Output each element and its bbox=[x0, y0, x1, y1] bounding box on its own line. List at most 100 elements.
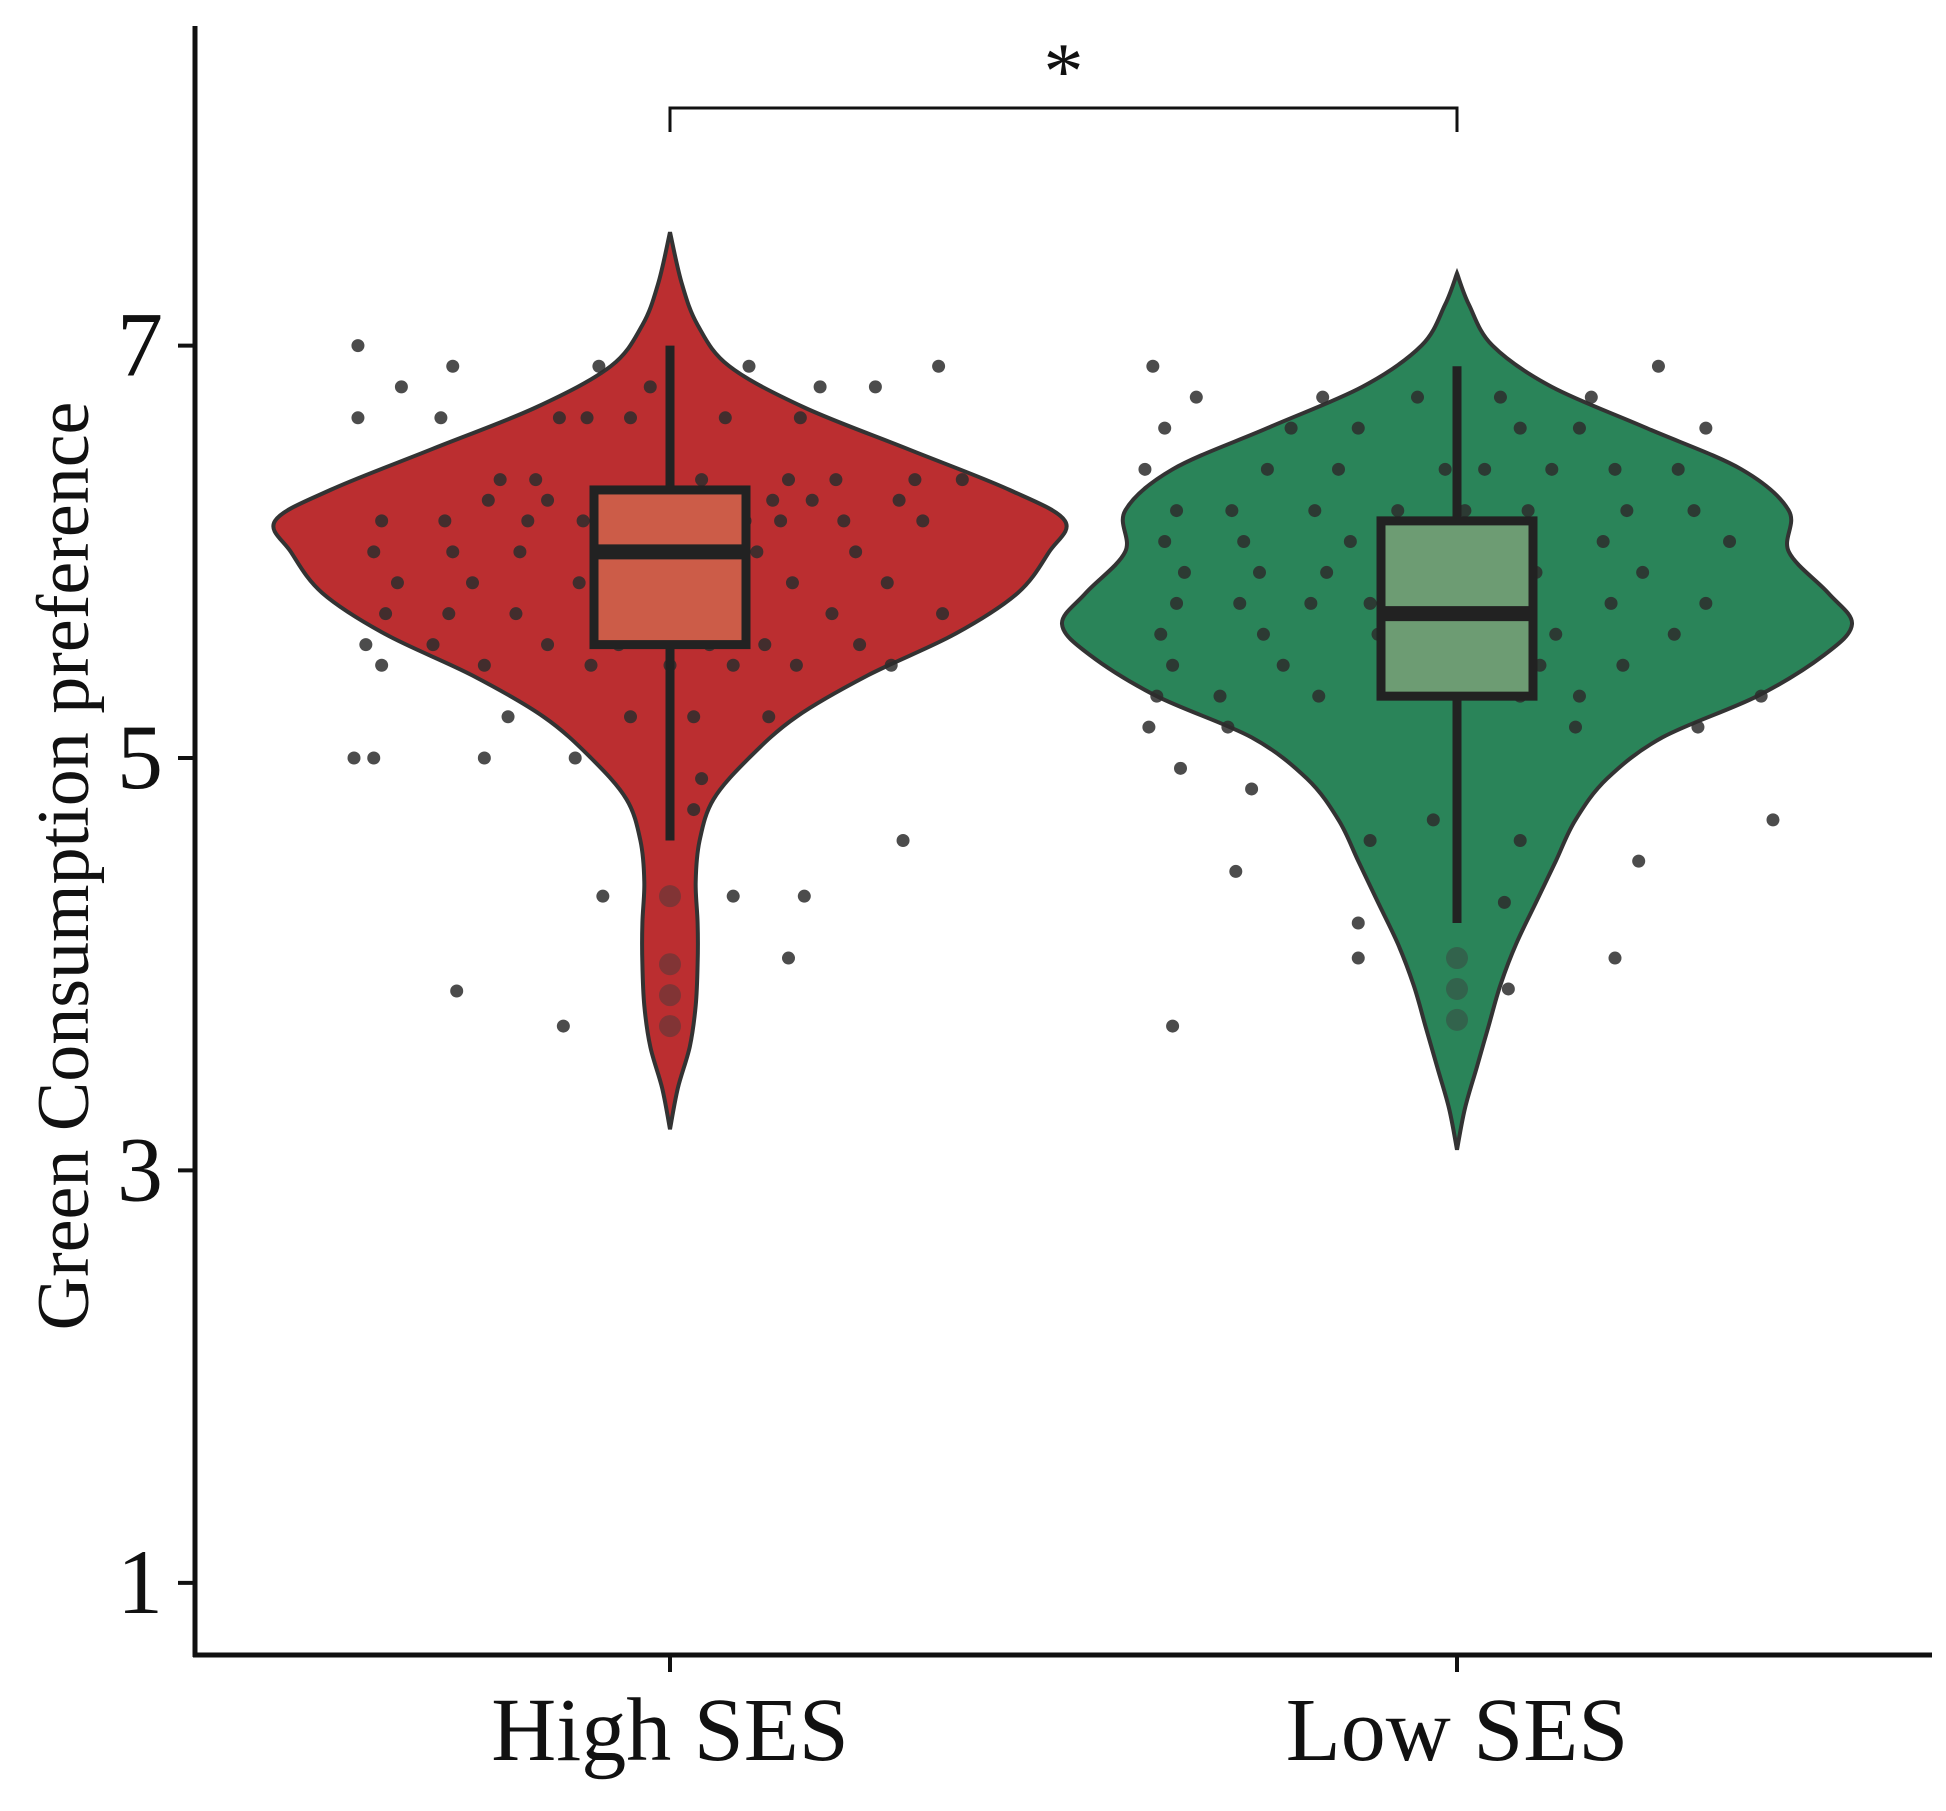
data-point bbox=[1723, 535, 1737, 549]
data-point bbox=[1225, 504, 1239, 518]
data-point bbox=[521, 514, 535, 528]
data-point bbox=[1493, 390, 1507, 404]
data-point bbox=[1166, 1019, 1180, 1033]
data-point bbox=[896, 834, 910, 847]
data-point bbox=[1458, 504, 1472, 518]
data-point bbox=[1501, 982, 1515, 996]
data-point bbox=[351, 411, 365, 425]
y-tick-label: 7 bbox=[117, 294, 163, 396]
outlier-point bbox=[659, 1015, 681, 1038]
y-axis-ticks: 1 3 5 7 bbox=[117, 294, 195, 1633]
data-point bbox=[695, 473, 709, 487]
data-point bbox=[1632, 854, 1646, 868]
data-point bbox=[908, 473, 922, 487]
data-point bbox=[351, 339, 365, 353]
data-point bbox=[379, 607, 393, 621]
significance-bracket bbox=[668, 106, 1459, 132]
data-point bbox=[829, 473, 843, 487]
data-point bbox=[1572, 421, 1586, 435]
data-point bbox=[1584, 390, 1598, 404]
data-point bbox=[1651, 359, 1665, 373]
data-point bbox=[426, 638, 440, 652]
y-tick-label: 5 bbox=[117, 706, 163, 808]
data-point bbox=[529, 473, 543, 487]
data-point bbox=[1351, 951, 1365, 965]
data-point bbox=[1636, 565, 1650, 579]
significance-label: * bbox=[1044, 28, 1084, 116]
data-point bbox=[1438, 462, 1452, 476]
data-point bbox=[936, 607, 950, 621]
data-point bbox=[509, 607, 523, 621]
data-point bbox=[438, 514, 452, 528]
data-point bbox=[568, 751, 582, 765]
outlier-point bbox=[659, 885, 681, 908]
data-point bbox=[1699, 596, 1713, 610]
data-point bbox=[1221, 720, 1235, 734]
data-point bbox=[367, 545, 381, 559]
data-point bbox=[880, 576, 894, 590]
data-point bbox=[726, 889, 740, 903]
y-tick-label: 3 bbox=[117, 1118, 163, 1220]
data-point bbox=[624, 411, 637, 425]
data-point bbox=[718, 411, 732, 425]
data-point bbox=[1253, 565, 1266, 579]
x-category-label: High SES bbox=[491, 1681, 849, 1780]
data-point bbox=[434, 411, 448, 425]
plot-area bbox=[271, 231, 1854, 1151]
data-point bbox=[1260, 462, 1274, 476]
data-point bbox=[1166, 658, 1180, 672]
data-point bbox=[687, 710, 701, 724]
data-point bbox=[1363, 834, 1377, 847]
violin-group-low-ses bbox=[1060, 267, 1854, 1151]
data-point bbox=[1158, 535, 1172, 549]
data-point bbox=[1312, 689, 1326, 703]
data-point bbox=[1391, 504, 1405, 518]
data-point bbox=[1284, 421, 1298, 435]
data-point bbox=[580, 411, 594, 425]
x-category-label: Low SES bbox=[1286, 1681, 1629, 1780]
data-point bbox=[785, 576, 799, 590]
data-point bbox=[742, 359, 756, 373]
data-point bbox=[556, 1019, 570, 1033]
data-point bbox=[797, 889, 811, 903]
data-point bbox=[1332, 462, 1345, 476]
data-point bbox=[837, 514, 851, 528]
data-point bbox=[1343, 535, 1357, 549]
data-point bbox=[1142, 720, 1156, 734]
data-point bbox=[572, 576, 586, 590]
outlier-point bbox=[659, 953, 681, 976]
data-point bbox=[1572, 689, 1586, 703]
data-point bbox=[541, 638, 555, 652]
data-point bbox=[1497, 895, 1511, 909]
outlier-point bbox=[1446, 1008, 1468, 1031]
data-point bbox=[450, 984, 464, 998]
data-point bbox=[584, 658, 598, 672]
data-point bbox=[1569, 720, 1582, 734]
y-tick-label: 1 bbox=[117, 1531, 163, 1633]
data-point bbox=[758, 638, 772, 652]
data-point bbox=[1256, 627, 1270, 641]
data-point bbox=[1189, 390, 1203, 404]
data-point bbox=[932, 359, 946, 373]
data-point bbox=[576, 514, 590, 528]
data-point bbox=[1478, 462, 1492, 476]
data-point bbox=[782, 951, 795, 965]
data-point bbox=[1363, 596, 1377, 610]
data-point bbox=[762, 710, 776, 724]
data-point bbox=[1174, 761, 1187, 775]
box-iqr bbox=[589, 485, 751, 650]
data-point bbox=[1521, 504, 1535, 518]
data-point bbox=[481, 493, 495, 507]
data-point bbox=[892, 493, 906, 507]
data-point bbox=[1699, 421, 1713, 435]
violin-group-high-ses bbox=[271, 231, 1069, 1130]
data-point bbox=[1616, 658, 1630, 672]
outlier-point bbox=[659, 984, 681, 1007]
data-point bbox=[782, 473, 795, 487]
data-point bbox=[1426, 813, 1440, 827]
data-point bbox=[1549, 627, 1563, 641]
data-point bbox=[1316, 390, 1330, 404]
data-point bbox=[1245, 782, 1259, 796]
data-point bbox=[1667, 627, 1681, 641]
